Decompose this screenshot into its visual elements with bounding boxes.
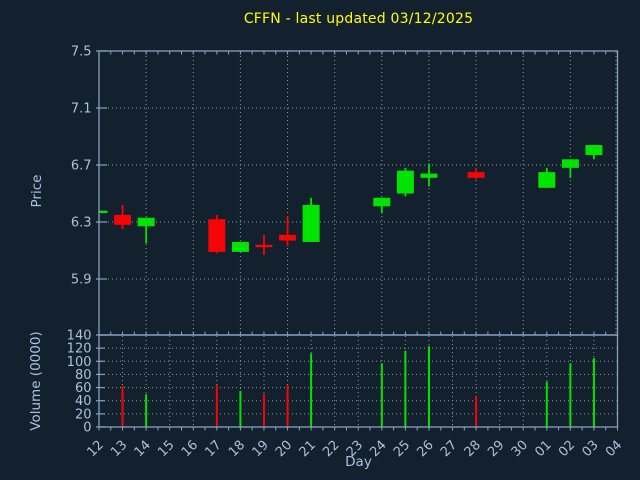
volume-tick-label: 60 (75, 381, 92, 396)
price-tick-label: 6.3 (71, 216, 92, 231)
volume-bar (286, 384, 289, 427)
candle-body (373, 197, 391, 207)
volume-bar (239, 390, 242, 427)
candle-body (561, 159, 579, 168)
volume-tick-label: 100 (67, 355, 92, 370)
volume-bar (475, 396, 478, 427)
price-tick-label: 7.5 (71, 45, 92, 60)
volume-bar (569, 363, 572, 427)
candle-body (420, 173, 438, 178)
candle-body (137, 217, 155, 227)
volume-bar (545, 381, 548, 427)
candle-body (585, 145, 603, 156)
volume-tick-label: 0 (83, 421, 91, 436)
volume-tick-label: 80 (75, 368, 92, 383)
price-tick-label: 7.1 (71, 102, 92, 117)
volume-bar (310, 353, 313, 427)
price-tick-label: 5.9 (71, 273, 92, 288)
volume-tick-label: 40 (75, 394, 92, 409)
candle-body (396, 170, 414, 194)
candle-body (255, 244, 273, 248)
candle-body (208, 219, 226, 252)
candle-body (538, 172, 556, 188)
volume-axis-label: Volume (0000) (28, 331, 44, 431)
x-axis-label: Day (345, 454, 372, 470)
candle-body (302, 204, 320, 242)
chart-title: CFFN - last updated 03/12/2025 (243, 11, 474, 27)
volume-bar (145, 394, 148, 427)
volume-bar (592, 358, 595, 427)
price-tick-label: 6.7 (71, 159, 92, 174)
candle-body (99, 210, 108, 213)
volume-tick-label: 120 (67, 342, 92, 357)
volume-tick-label: 140 (67, 329, 92, 344)
price-plot-spine (98, 50, 619, 336)
volume-bar (121, 386, 124, 427)
volume-tick-label: 20 (75, 407, 92, 422)
volume-bar (380, 363, 383, 427)
volume-bar (215, 384, 218, 427)
candle-body (467, 172, 485, 178)
volume-bar (427, 346, 430, 427)
volume-bar (404, 350, 407, 427)
volume-bar (262, 394, 265, 427)
price-axis-label: Price (29, 174, 45, 208)
candle-body (114, 214, 132, 225)
candle-body (279, 234, 297, 241)
candle-body (231, 241, 249, 252)
